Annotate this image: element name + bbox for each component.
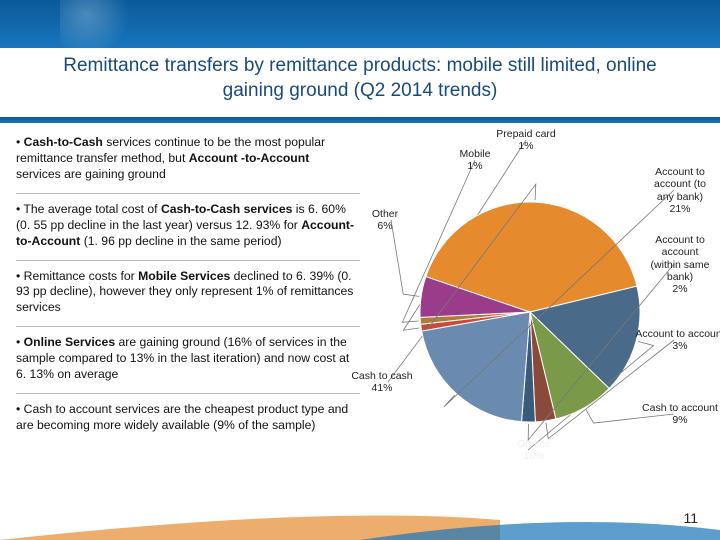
slice-label: On-line16% xyxy=(517,438,551,462)
slice-label: Other6% xyxy=(372,208,398,232)
footer-decoration xyxy=(0,500,720,540)
slice-label: Account toaccount (toany bank)21% xyxy=(654,166,706,214)
slice-label: Account toaccount(within samebank)2% xyxy=(651,234,710,294)
bullet-item: • Cash-to-Cash services continue to be t… xyxy=(16,127,360,194)
bullet-item: • The average total cost of Cash-to-Cash… xyxy=(16,194,360,261)
content-row: • Cash-to-Cash services continue to be t… xyxy=(0,123,720,487)
bullet-item: • Remittance costs for Mobile Services d… xyxy=(16,261,360,328)
bullet-list: • Cash-to-Cash services continue to be t… xyxy=(16,127,360,487)
pie-chart: Prepaid card1%Mobile1%Other6%Cash to cas… xyxy=(360,127,710,487)
slice-label: Account to account3% xyxy=(635,328,720,352)
slice-label: Prepaid card1% xyxy=(496,128,556,152)
bullet-item: • Cash to account services are the cheap… xyxy=(16,394,360,444)
page-number: 11 xyxy=(683,510,698,526)
slice-label: Mobile1% xyxy=(460,148,491,172)
pie-slice xyxy=(422,312,530,422)
slice-label: Cash to account9% xyxy=(642,402,718,426)
slice-label: Cash to cash41% xyxy=(351,370,412,394)
page-title: Remittance transfers by remittance produ… xyxy=(0,48,720,107)
header-banner xyxy=(0,0,720,48)
bullet-item: • Online Services are gaining ground (16… xyxy=(16,327,360,394)
